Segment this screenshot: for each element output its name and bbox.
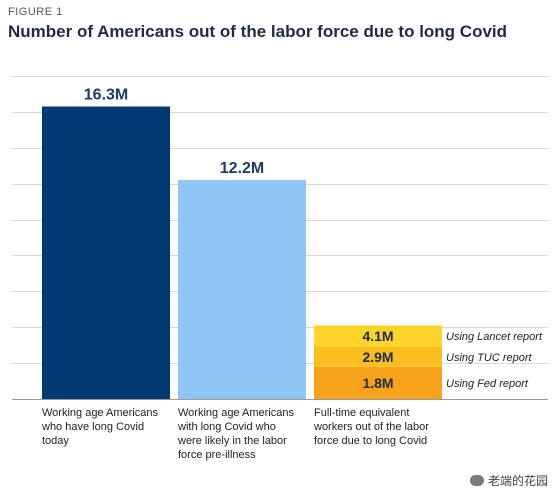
category-label-line: who have long Covid	[41, 421, 144, 433]
bar	[178, 180, 306, 399]
data-label: 2.9M	[362, 349, 393, 365]
watermark-text: 老端的花园	[488, 474, 549, 488]
segment-note: Using Lancet report	[446, 331, 543, 343]
labels: 16.3M 12.2M 1.8M Using Fed report 2.9M Using …	[41, 87, 543, 461]
data-label: 12.2M	[220, 160, 264, 177]
category-label-line: Working age Americans	[42, 407, 158, 419]
segment-note: Using Fed report	[446, 378, 529, 390]
wechat-icon	[470, 475, 484, 486]
category-label: Working age Americans who have long Covid…	[41, 407, 158, 447]
category-label: Working age Americans with long Covid who…	[177, 407, 294, 461]
data-label: 4.1M	[362, 328, 393, 344]
watermark: 老端的花园	[470, 472, 548, 489]
chart-title: Number of Americans out of the labor for…	[8, 22, 508, 41]
bar-segment	[314, 366, 442, 399]
category-label-line: workers out of the labor	[313, 421, 429, 433]
data-label: 16.3M	[84, 87, 128, 104]
category-label-line: with long Covid who	[177, 421, 276, 433]
category-label-line: force pre-illness	[178, 449, 256, 461]
category-label: Full-time equivalent workers out of the l…	[313, 407, 429, 447]
segment-note: Using TUC report	[446, 352, 533, 364]
category-label-line: Full-time equivalent	[314, 407, 409, 419]
data-label: 1.8M	[362, 375, 393, 391]
category-label-line: force due to long Covid	[314, 435, 427, 447]
figure-label: FIGURE 1	[8, 6, 63, 18]
category-label-line: today	[42, 435, 69, 447]
category-label-line: Working age Americans	[178, 407, 294, 419]
bar	[42, 106, 170, 399]
bar-segment	[314, 346, 442, 367]
bars	[42, 106, 442, 399]
bar-segment	[314, 325, 442, 347]
category-label-line: were likely in the labor	[177, 435, 287, 447]
